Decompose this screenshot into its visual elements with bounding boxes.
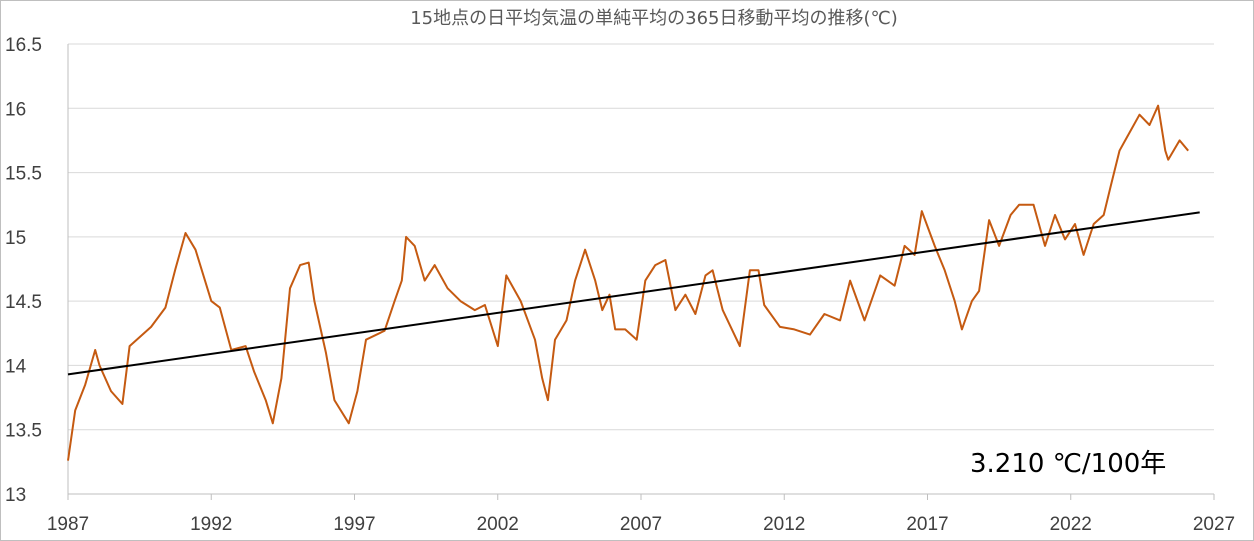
y-tick-label: 14 xyxy=(5,356,27,377)
y-tick-label: 14.5 xyxy=(5,292,42,313)
y-tick-label: 16 xyxy=(5,99,26,120)
x-tick-label: 1997 xyxy=(333,514,375,535)
trend-line xyxy=(67,211,1200,376)
y-tick-label: 13.5 xyxy=(5,421,42,442)
chart-title: 15地点の日平均気温の単純平均の365日移動平均の推移(℃) xyxy=(410,8,898,29)
y-tick-label: 15 xyxy=(5,228,26,249)
x-tick-label: 2027 xyxy=(1193,514,1235,535)
temperature-series-line xyxy=(67,104,1189,461)
x-tick-label: 2022 xyxy=(1050,514,1092,535)
x-tick-label: 2007 xyxy=(620,514,662,535)
trend-annotation: 3.210 ℃/100年 xyxy=(970,449,1166,479)
x-tick-label: 2017 xyxy=(906,514,948,535)
y-tick-label: 16.5 xyxy=(5,35,42,56)
x-tick-label: 1987 xyxy=(47,514,89,535)
y-tick-label: 13 xyxy=(5,485,26,506)
y-tick-label: 15.5 xyxy=(5,164,42,185)
x-tick-label: 2012 xyxy=(763,514,805,535)
x-tick-label: 1992 xyxy=(190,514,232,535)
x-tick-label: 2002 xyxy=(477,514,519,535)
